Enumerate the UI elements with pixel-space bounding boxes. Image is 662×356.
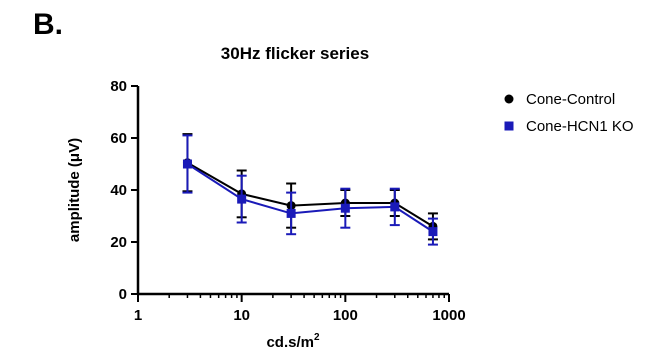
panel-label: B. xyxy=(33,8,63,41)
legend-marker xyxy=(504,121,514,131)
series-line xyxy=(186,163,434,233)
data-point-square xyxy=(390,202,400,212)
series-line xyxy=(187,161,434,228)
legend-label: Cone-HCN1 KO xyxy=(526,118,634,135)
x-tick-label: 1000 xyxy=(432,307,465,324)
x-tick-label: 1 xyxy=(134,307,142,324)
x-axis-label-superscript: 2 xyxy=(314,332,320,343)
x-axis-label-main: cd.s/m xyxy=(266,334,314,351)
legend: Cone-Control Cone-HCN1 KO xyxy=(504,91,634,135)
series-1 xyxy=(182,133,438,241)
y-tick-label: 60 xyxy=(110,130,127,147)
x-axis-label: cd.s/m2 xyxy=(266,332,320,351)
chart-title: 30Hz flicker series xyxy=(221,44,369,63)
data-point-square xyxy=(428,227,438,237)
y-axis-label: amplitude (μV) xyxy=(66,138,83,242)
data-point-square xyxy=(340,203,350,213)
legend-label: Cone-Control xyxy=(526,91,615,108)
y-tick-label: 40 xyxy=(110,182,127,199)
data-point-square xyxy=(182,159,192,169)
y-tick-label: 20 xyxy=(110,234,127,251)
x-tick-label: 100 xyxy=(333,307,358,324)
series-2 xyxy=(182,134,438,246)
data-point-square xyxy=(237,194,247,204)
series-layer xyxy=(182,133,438,246)
legend-marker xyxy=(504,94,514,104)
y-tick-label: 80 xyxy=(110,78,127,95)
data-point-square xyxy=(286,208,296,218)
x-tick-label: 10 xyxy=(233,307,250,324)
axes: 0 20 40 60 80 1 10 100 1000 xyxy=(110,78,465,324)
y-tick-label: 0 xyxy=(119,286,127,303)
